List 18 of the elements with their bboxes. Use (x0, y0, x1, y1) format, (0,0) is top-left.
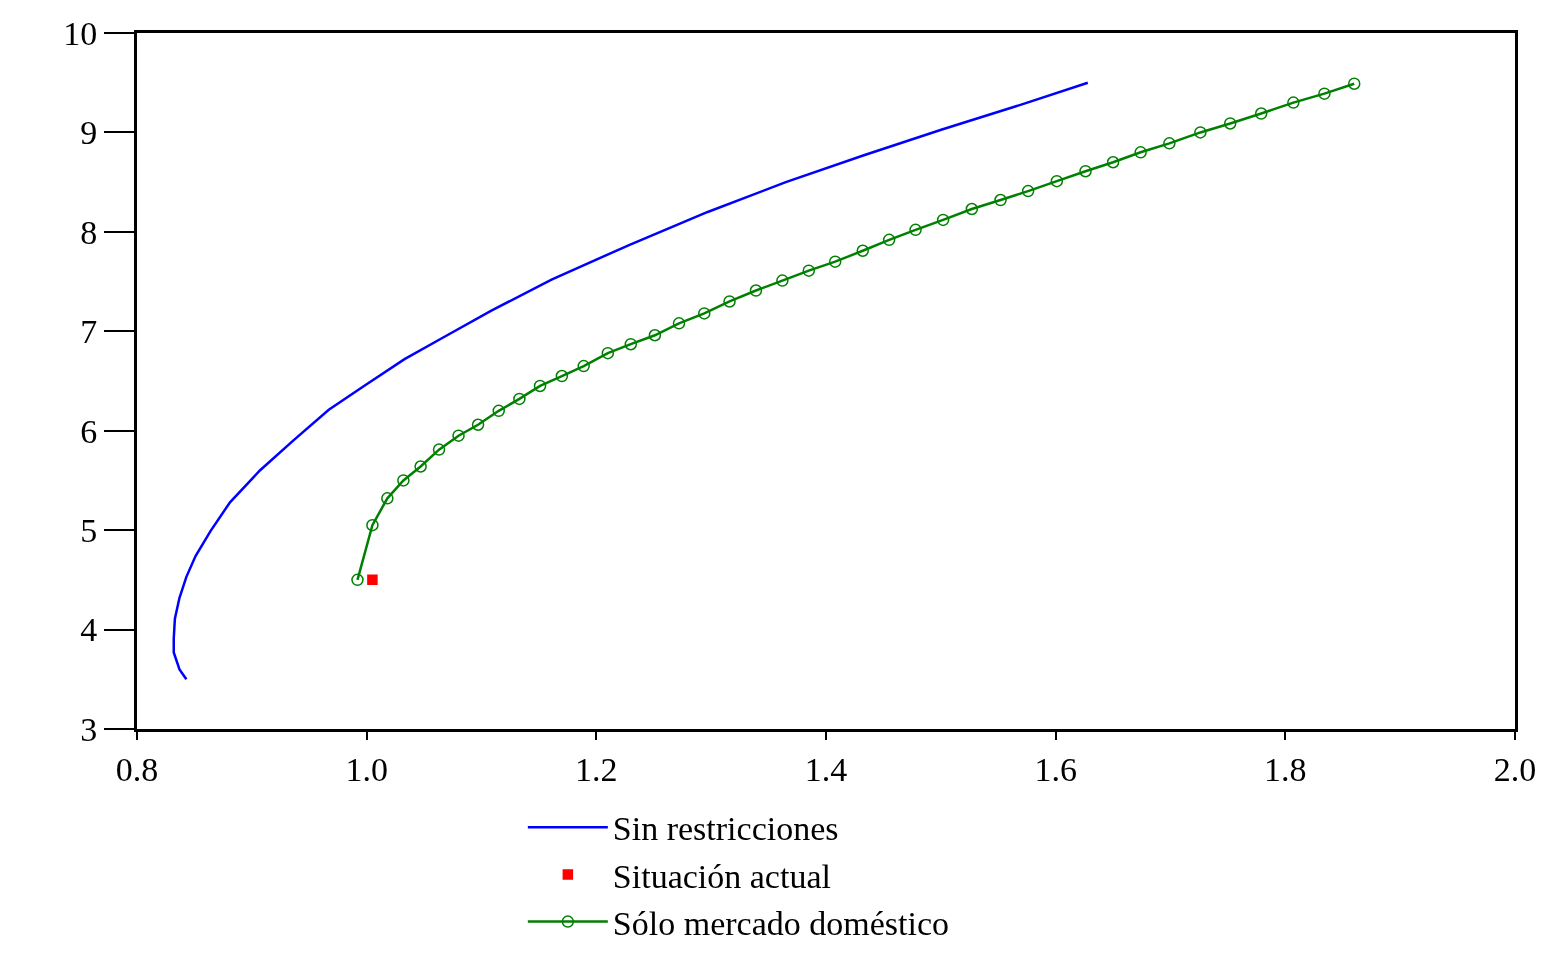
y-tick-label: 10 (63, 14, 98, 52)
y-tick-label: 6 (80, 412, 98, 450)
y-tick-label: 3 (80, 710, 98, 748)
legend-label: Sin restricciones (612, 810, 839, 848)
x-tick-label: 1.2 (575, 750, 618, 788)
x-tick-label: 2.0 (1493, 750, 1537, 788)
x-tick-label: 1.8 (1264, 750, 1307, 788)
y-tick-label: 5 (80, 512, 98, 550)
y-tick-label: 7 (80, 313, 98, 351)
x-tick-label: 1.6 (1034, 750, 1077, 788)
x-tick-label: 0.8 (115, 750, 159, 788)
x-tick-label: 1.0 (345, 750, 388, 788)
legend-label: Sólo mercado doméstico (612, 904, 949, 942)
y-tick-label: 9 (80, 114, 98, 152)
y-tick-label: 8 (80, 213, 98, 251)
x-tick-label: 1.4 (804, 750, 848, 788)
legend-label: Situación actual (612, 857, 831, 895)
y-tick-label: 4 (80, 611, 98, 649)
